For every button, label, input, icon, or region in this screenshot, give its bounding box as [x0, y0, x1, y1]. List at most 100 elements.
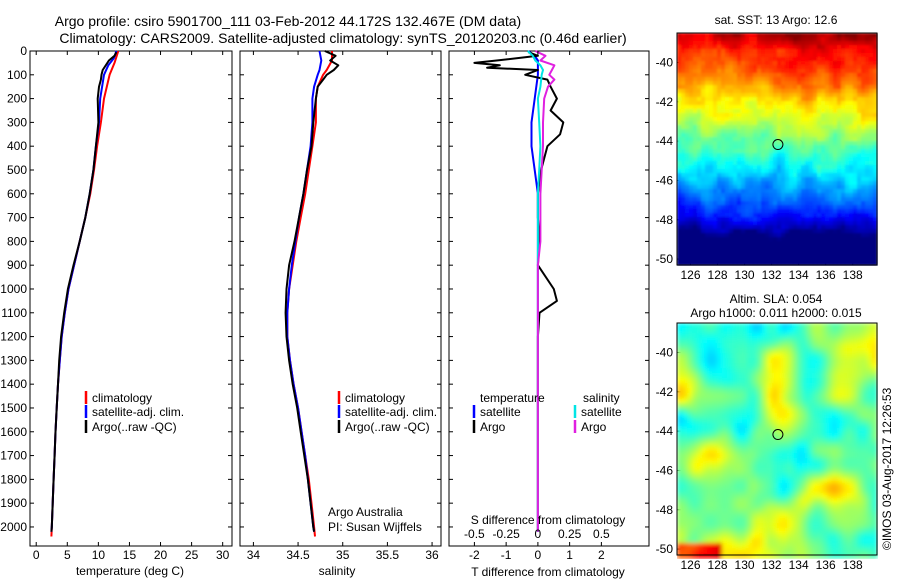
heatmap-cell [789, 121, 794, 126]
heatmap-cell [747, 428, 753, 434]
heatmap-cell [725, 213, 730, 218]
heatmap-cell [741, 217, 746, 222]
heatmap-cell [825, 121, 830, 126]
heatmap-cell [741, 45, 746, 50]
legend-label-climatology: climatology [92, 391, 152, 405]
heatmap-cell [707, 463, 713, 469]
heatmap-cell [857, 468, 863, 474]
heatmap-cell [722, 538, 728, 544]
heatmap-cell [797, 225, 802, 230]
heatmap-cell [682, 433, 688, 439]
heatmap-cell [689, 81, 694, 86]
heatmap-cell [733, 189, 738, 194]
heatmap-cell [777, 201, 782, 206]
heatmap-cell [853, 169, 858, 174]
heatmap-cell [705, 137, 710, 142]
heatmap-cell [742, 503, 748, 509]
heatmap-cell [752, 413, 758, 419]
heatmap-cell [813, 213, 818, 218]
heatmap-cell [789, 249, 794, 254]
heatmap-cell [752, 473, 758, 479]
heatmap-cell [841, 253, 846, 258]
heatmap-cell [725, 45, 730, 50]
heatmap-cell [821, 197, 826, 202]
heatmap-cell [762, 338, 768, 344]
heatmap-cell [842, 503, 848, 509]
heatmap-cell [747, 398, 753, 404]
heatmap-cell [773, 89, 778, 94]
heatmap-cell [805, 221, 810, 226]
heatmap-cell [749, 197, 754, 202]
heatmap-cell [677, 478, 683, 484]
heatmap-cell [865, 209, 870, 214]
heatmap-cell [717, 358, 723, 364]
heatmap-cell [853, 57, 858, 62]
heatmap-cell [873, 109, 878, 114]
heatmap-cell [717, 237, 722, 242]
heatmap-cell [833, 101, 838, 106]
heatmap-cell [847, 368, 853, 374]
heatmap-cell [817, 468, 823, 474]
heatmap-cell [782, 493, 788, 499]
heatmap-cell [693, 209, 698, 214]
heatmap-cell [809, 105, 814, 110]
heatmap-cell [793, 253, 798, 258]
heatmap-cell [721, 193, 726, 198]
heatmap-cell [693, 53, 698, 58]
heatmap-cell [817, 133, 822, 138]
heatmap-cell [797, 483, 803, 489]
heatmap-cell [685, 141, 690, 146]
heatmap-cell [797, 61, 802, 66]
heatmap-cell [729, 161, 734, 166]
heatmap-cell [852, 413, 858, 419]
heatmap-cell [685, 61, 690, 66]
heatmap-cell [757, 201, 762, 206]
heatmap-cell [749, 69, 754, 74]
heatmap-cell [822, 518, 828, 524]
heatmap-cell [785, 181, 790, 186]
heatmap-cell [805, 205, 810, 210]
heatmap-cell [812, 373, 818, 379]
heatmap-cell [865, 205, 870, 210]
heatmap-cell [842, 498, 848, 504]
heatmap-cell [852, 353, 858, 359]
heatmap-cell [677, 49, 682, 54]
heatmap-cell [725, 185, 730, 190]
heatmap-cell [857, 253, 862, 258]
heatmap-cell [769, 117, 774, 122]
heatmap-cell [721, 45, 726, 50]
heatmap-cell [733, 41, 738, 46]
heatmap-cell [709, 69, 714, 74]
heatmap-cell [741, 165, 746, 170]
heatmap-cell [769, 241, 774, 246]
heatmap-cell [702, 328, 708, 334]
heatmap-cell [705, 97, 710, 102]
heatmap-cell [677, 101, 682, 106]
heatmap-cell [867, 438, 873, 444]
heatmap-cell [852, 448, 858, 454]
heatmap-cell [789, 53, 794, 58]
heatmap-cell [773, 33, 778, 38]
heatmap-cell [737, 197, 742, 202]
heatmap-cell [717, 443, 723, 449]
heatmap-cell [833, 205, 838, 210]
heatmap-cell [753, 113, 758, 118]
heatmap-cell [765, 205, 770, 210]
heatmap-cell [797, 37, 802, 42]
heatmap-cell [802, 353, 808, 359]
heatmap-cell [837, 93, 842, 98]
heatmap-cell [827, 528, 833, 534]
heatmap-cell [865, 65, 870, 70]
heatmap-cell [709, 93, 714, 98]
heatmap-cell [707, 493, 713, 499]
heatmap-cell [761, 69, 766, 74]
heatmap-cell [745, 117, 750, 122]
heatmap-cell [817, 423, 823, 429]
heatmap-cell [825, 61, 830, 66]
heatmap-cell [753, 189, 758, 194]
heatmap-cell [753, 261, 758, 266]
heatmap-cell [712, 453, 718, 459]
heatmap-cell [693, 113, 698, 118]
heatmap-cell [733, 101, 738, 106]
heatmap-cell [693, 49, 698, 54]
